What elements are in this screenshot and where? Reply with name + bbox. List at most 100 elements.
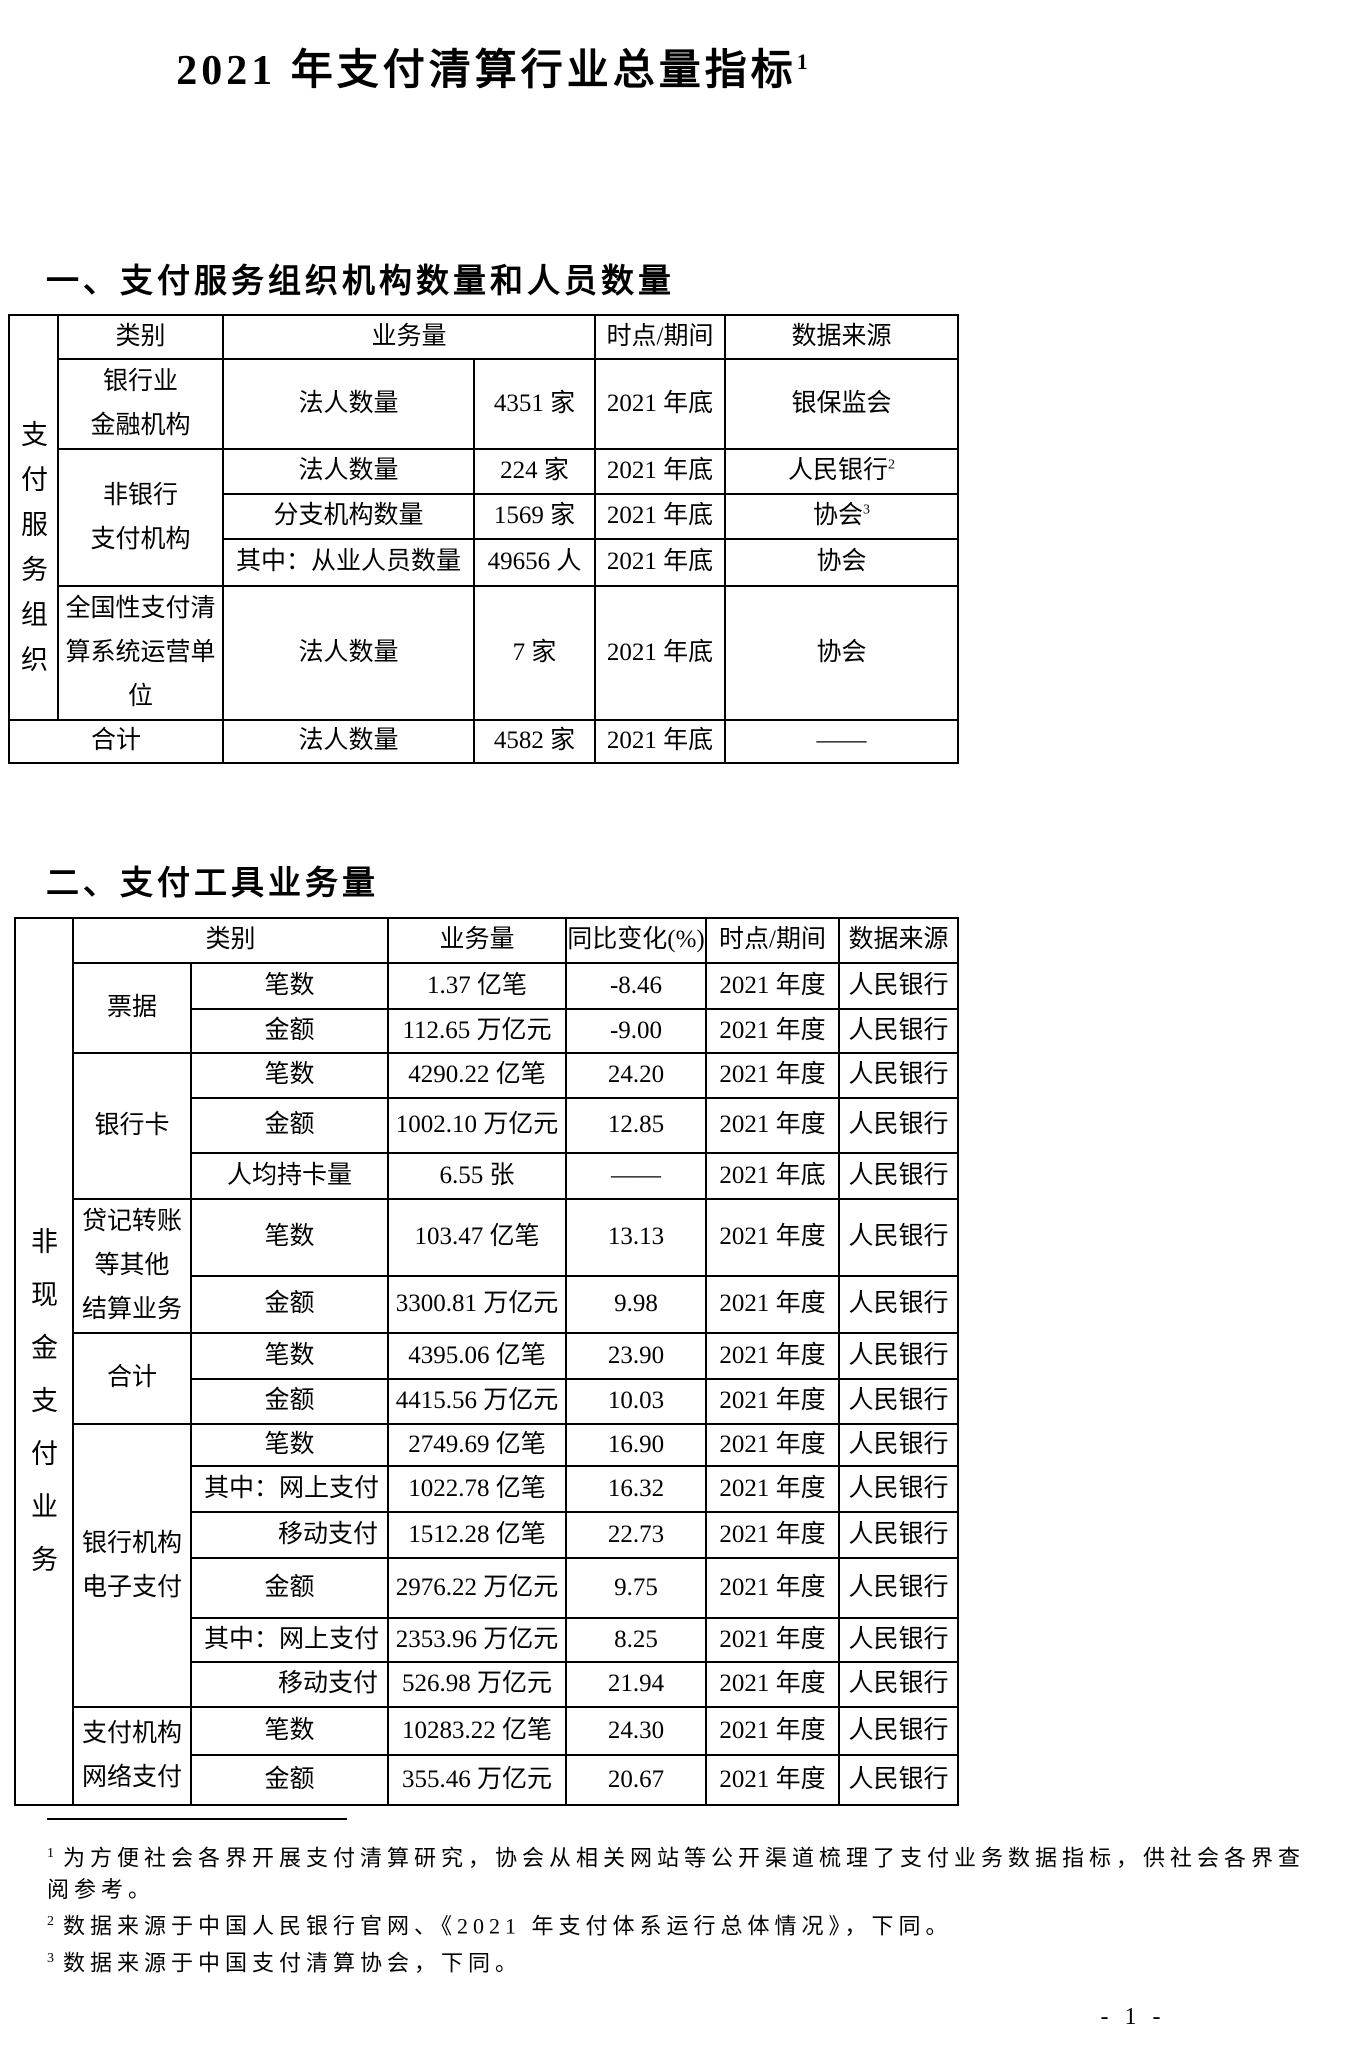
cell-value: 49656 人 [472, 538, 597, 587]
cell-source: 人民银行 [838, 1557, 960, 1619]
footnote-marker: 2 [47, 1914, 54, 1930]
table-row: 分支机构数量 1569 家 2021 年底 协会3 [9, 493, 960, 540]
cell-metric: 笔数 [189, 1332, 390, 1380]
cell-metric: 其中：网上支付 [189, 1465, 390, 1513]
header-cell-category: 类别 [57, 314, 224, 360]
cell-period: 2021 年底 [594, 358, 727, 450]
table-row: 支付服务组织 类别 业务量 时点/期间 数据来源 [8, 314, 960, 721]
footnote-3: 3 数据来源于中国支付清算协会，下同。 [47, 1943, 1317, 1979]
table-row: 金额 355.46 万亿元 20.67 2021 年度 人民银行 [15, 1754, 960, 1806]
page-number: - 1 - [1100, 2004, 1166, 2030]
cell-source: 人民银行 [838, 1465, 960, 1513]
table-row: 人均持卡量 6.55 张 —— 2021 年底 人民银行 [15, 1152, 960, 1200]
cell-value: 4415.56 万亿元 [387, 1378, 568, 1425]
category-line: 网络支付 [81, 1764, 182, 1791]
table2-side-label: 非现金支付业务 [14, 917, 74, 1806]
group-label-card: 银行卡 [72, 1052, 192, 1200]
cell-yoy: 21.94 [565, 1661, 708, 1708]
cell-period: 2021 年度 [705, 1275, 841, 1334]
table-row: 银行机构 电子支付 笔数 2749.69 亿笔 16.90 2021 年度 人民银… [15, 1423, 960, 1708]
cell-period: 2021 年底 [594, 719, 727, 764]
cell-source: 人民银行 [838, 1617, 960, 1663]
category-line: 位 [127, 683, 153, 710]
cell-metric: 金额 [189, 1754, 390, 1806]
cell-source: 人民银行2 [724, 448, 960, 495]
source-footnote-ref: 3 [863, 503, 871, 519]
cell-period: 2021 年度 [705, 962, 841, 1010]
cell-source: 人民银行 [838, 1423, 960, 1467]
category-line: 银行机构 [81, 1529, 182, 1557]
table-row: 全国性支付清 算系统运营单位 法人数量 7 家 2021 年底 协会 [9, 585, 960, 721]
cell-value: 2976.22 万亿元 [387, 1557, 568, 1619]
category-nonbank-label: 非银行 支付机构 [57, 448, 224, 587]
cell-value: 4290.22 亿笔 [387, 1052, 568, 1099]
cell-metric: 法人数量 [222, 448, 475, 495]
document-title: 2021 年支付清算行业总量指标1 [0, 36, 984, 97]
cell-metric: 法人数量 [222, 585, 475, 721]
cell-period: 2021 年底 [594, 585, 727, 721]
footnotes: 1 为方便社会各界开展支付清算研究，协会从相关网站等公开渠道梳理了支付业务数据指标… [47, 1838, 1317, 1979]
section1-heading: 一、支付服务组织机构数量和人员数量 [46, 262, 675, 299]
cell-metric: 金额 [189, 1275, 390, 1334]
cell-metric: 笔数 [189, 1423, 390, 1467]
cell-yoy: 10.03 [565, 1378, 708, 1425]
cell-source: 人民银行 [838, 1661, 960, 1708]
table-row: 合计 笔数 4395.06 亿笔 23.90 2021 年度 人民银行 [15, 1332, 960, 1425]
cell-period: 2021 年度 [705, 1465, 841, 1513]
cell-source: 人民银行 [838, 1008, 960, 1054]
cell-yoy: 13.13 [565, 1197, 708, 1278]
cell-value: 526.98 万亿元 [387, 1661, 568, 1708]
footnote-separator [47, 1818, 347, 1820]
category-line: 支付机构 [90, 525, 191, 553]
cell-period: 2021 年度 [705, 1197, 841, 1278]
cell-value: 1512.28 亿笔 [387, 1511, 568, 1559]
cell-source: —— [724, 719, 960, 764]
cell-value: 355.46 万亿元 [387, 1754, 568, 1806]
cell-source: 协会3 [724, 493, 960, 540]
cell-value: 4395.06 亿笔 [387, 1332, 568, 1380]
group-label-bill: 票据 [72, 962, 192, 1054]
cell-value: 112.65 万亿元 [387, 1008, 568, 1054]
cell-metric: 法人数量 [222, 358, 475, 450]
cell-value: 1022.78 亿笔 [387, 1465, 568, 1513]
table-row: 移动支付 1512.28 亿笔 22.73 2021 年度 人民银行 [15, 1511, 960, 1559]
cell-source: 银保监会 [724, 358, 960, 450]
category-clearing-label: 全国性支付清 算系统运营单位 [57, 585, 224, 721]
cell-value: 1002.10 万亿元 [387, 1097, 568, 1154]
cell-metric: 笔数 [189, 962, 390, 1010]
cell-source: 人民银行 [838, 1052, 960, 1099]
cell-yoy: 9.98 [565, 1275, 708, 1334]
cell-metric: 金额 [189, 1008, 390, 1054]
footnote-text: 数据来源于中国人民银行官网、《2021 年支付体系运行总体情况》，下同。 [63, 1913, 953, 1939]
table-row: 金额 3300.81 万亿元 9.98 2021 年度 人民银行 [15, 1275, 960, 1334]
cell-value: 224 家 [472, 448, 597, 495]
group-label-total: 合计 [72, 1332, 192, 1425]
section2-heading: 二、支付工具业务量 [46, 864, 379, 901]
table-row: 其中：从业人员数量 49656 人 2021 年底 协会 [9, 538, 960, 587]
cell-period: 2021 年度 [705, 1511, 841, 1559]
header-cell-yoy: 同比变化(%) [565, 917, 708, 964]
cell-yoy: 16.90 [565, 1423, 708, 1467]
category-line: 非银行 [102, 481, 178, 509]
cell-yoy: 12.85 [565, 1097, 708, 1154]
cell-metric: 移动支付 [189, 1511, 390, 1559]
source-footnote-ref: 2 [888, 458, 896, 474]
category-total-label: 合计 [8, 719, 224, 764]
cell-source: 人民银行 [838, 1706, 960, 1756]
cell-period: 2021 年度 [705, 1378, 841, 1425]
group-label-bank-epay: 银行机构 电子支付 [72, 1423, 192, 1708]
table-row: 银行业 金融机构 法人数量 4351 家 2021 年底 银保监会 [9, 358, 960, 450]
cell-source: 人民银行 [838, 1511, 960, 1559]
category-line: 结算业务 [81, 1296, 182, 1323]
table-row: 支付机构 网络支付 笔数 10283.22 亿笔 24.30 2021 年度 人民… [15, 1706, 960, 1806]
cell-period: 2021 年度 [705, 1097, 841, 1154]
cell-metric: 其中：网上支付 [189, 1617, 390, 1663]
header-cell-source: 数据来源 [838, 917, 960, 964]
category-line: 等其他 [94, 1252, 170, 1279]
cell-yoy: 22.73 [565, 1511, 708, 1559]
cell-source: 人民银行 [838, 1097, 960, 1154]
cell-period: 2021 年度 [705, 1008, 841, 1054]
cell-period: 2021 年度 [705, 1617, 841, 1663]
cell-period: 2021 年度 [705, 1332, 841, 1380]
category-line: 贷记转账 [81, 1208, 182, 1235]
